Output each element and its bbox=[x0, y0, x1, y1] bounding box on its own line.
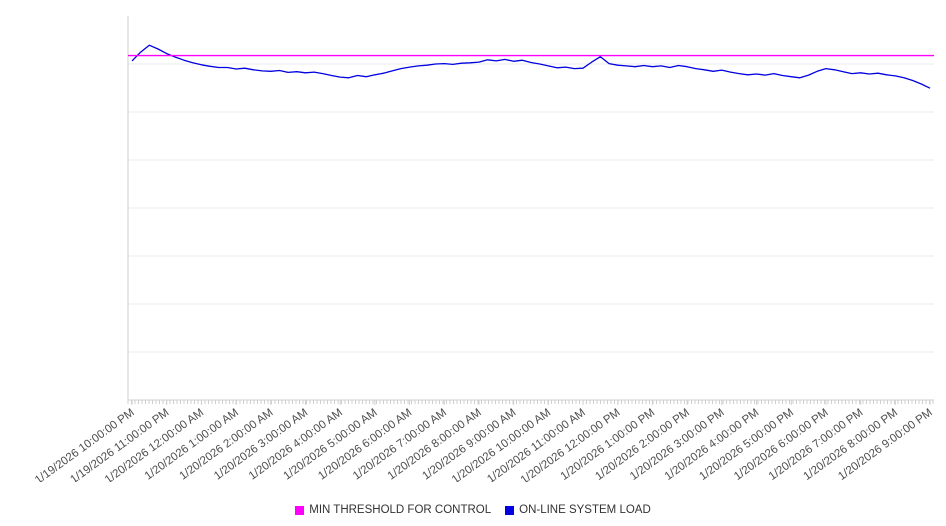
legend-swatch-threshold bbox=[295, 505, 305, 515]
series-line-online-system-load bbox=[131, 44, 931, 89]
legend-label-load: ON-LINE SYSTEM LOAD bbox=[519, 504, 651, 516]
legend-swatch-load bbox=[505, 505, 515, 515]
legend-item-online-system-load[interactable]: ON-LINE SYSTEM LOAD bbox=[505, 504, 651, 516]
x-axis-labels: 1/19/2026 10:00:00 PM1/19/2026 11:00:00 … bbox=[33, 400, 935, 482]
gridlines bbox=[128, 63, 934, 353]
legend-label-threshold: MIN THRESHOLD FOR CONTROL bbox=[309, 504, 492, 516]
load-chart-canvas: 1/19/2026 10:00:00 PM1/19/2026 11:00:00 … bbox=[33, 16, 935, 482]
legend-item-min-threshold[interactable]: MIN THRESHOLD FOR CONTROL bbox=[295, 504, 491, 516]
chart-legend: MIN THRESHOLD FOR CONTROL ON-LINE SYSTEM… bbox=[0, 504, 946, 516]
x-axis-minor-ticks bbox=[127, 400, 934, 404]
